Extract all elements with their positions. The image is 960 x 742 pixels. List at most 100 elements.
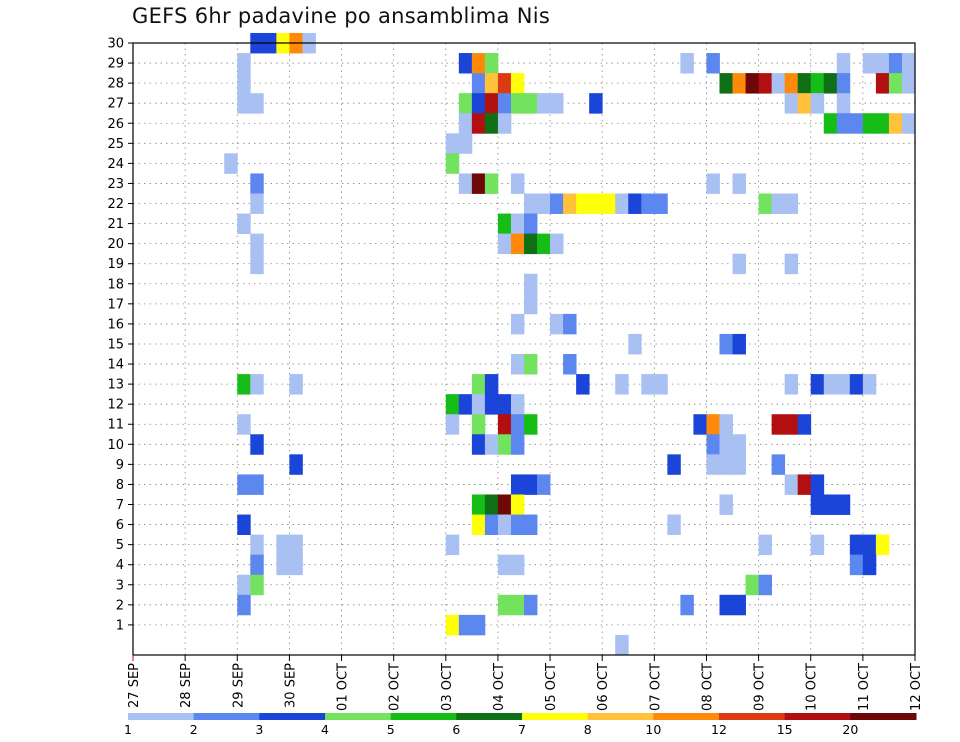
heatmap-cell: [589, 93, 603, 114]
heatmap-cell: [524, 233, 538, 255]
heatmap-cell: [289, 454, 303, 475]
heatmap-cell: [823, 494, 838, 515]
heatmap-cell: [484, 93, 499, 114]
legend-swatch: [784, 713, 851, 720]
heatmap-cell: [823, 113, 838, 134]
heatmap-cell: [719, 333, 733, 355]
x-tick-label: 11 OCT: [857, 663, 872, 711]
legend-swatch: [522, 713, 589, 720]
heatmap-cell: [654, 374, 668, 395]
legend-swatch: [653, 713, 720, 720]
heatmap-cell: [797, 414, 812, 435]
heatmap-cell: [537, 193, 551, 214]
heatmap-cell: [771, 193, 786, 214]
heatmap-cell: [771, 454, 786, 475]
heatmap-cell: [719, 494, 733, 515]
heatmap-cell: [510, 73, 525, 94]
heatmap-cell: [484, 73, 499, 94]
heatmap-cell: [237, 474, 251, 495]
heatmap-cell: [471, 394, 486, 415]
heatmap-cell: [732, 333, 746, 355]
legend-label: 7: [518, 722, 526, 737]
heatmap-cell: [836, 494, 851, 515]
heatmap-cell: [706, 173, 720, 194]
heatmap-cell: [758, 73, 773, 94]
heatmap-cell: [810, 474, 825, 495]
legend-label: 6: [452, 722, 460, 737]
heatmap-cell: [250, 574, 264, 596]
x-tick-label: 05 OCT: [544, 663, 559, 711]
heatmap-cell: [510, 354, 525, 375]
color-legend: 1 2 3 4 5 6 7 8 10 12 15 20: [124, 713, 917, 737]
heatmap-cell: [497, 233, 512, 255]
heatmap-cell: [693, 414, 707, 435]
legend-label: 15: [777, 722, 793, 737]
heatmap-cell: [784, 73, 799, 94]
y-tick-label: 11: [107, 418, 124, 433]
heatmap-cell: [771, 414, 786, 435]
x-tick-label: 09 OCT: [753, 663, 768, 711]
heatmap-cell: [758, 193, 773, 214]
x-tick-label: 04 OCT: [492, 663, 507, 711]
x-tick-label: 12 OCT: [909, 663, 924, 711]
legend-label: 2: [190, 722, 198, 737]
heatmap-cell: [510, 93, 525, 114]
x-tick-label: 07 OCT: [648, 663, 663, 711]
legend-swatch: [456, 713, 523, 720]
y-tick-label: 13: [107, 378, 124, 393]
heatmap-cell: [471, 494, 486, 515]
heatmap-cell: [484, 494, 499, 515]
heatmap-cell: [745, 73, 759, 94]
heatmap-cell: [784, 414, 799, 435]
heatmap-cell: [250, 474, 264, 495]
heatmap-cell: [445, 153, 460, 174]
y-tick-label: 20: [107, 237, 124, 252]
heatmap-cell: [250, 193, 264, 214]
heatmap-cell: [471, 73, 486, 94]
legend-swatch: [719, 713, 786, 720]
y-tick-label: 15: [107, 337, 124, 352]
heatmap-cell: [250, 534, 264, 556]
heatmap-cell: [706, 53, 720, 74]
legend-swatch: [390, 713, 457, 720]
heatmap-cell: [810, 73, 825, 94]
heatmap-cell: [510, 594, 525, 616]
heatmap-cell: [250, 253, 264, 275]
heatmap-cell: [862, 113, 877, 134]
heatmap-cell: [471, 374, 486, 395]
y-axis: 1234567891011121314151617181920212223242…: [107, 37, 133, 633]
heatmap-cell: [550, 93, 564, 114]
heatmap-cell: [524, 293, 538, 315]
x-axis: 27 SEP 28 SEP 29 SEP 30 SEP 01 OCT 02 OCT 03 O…: [127, 655, 924, 711]
heatmap-cell: [237, 73, 251, 94]
heatmap-cell: [862, 53, 877, 74]
heatmap-cell: [563, 354, 577, 375]
y-tick-label: 26: [107, 117, 124, 132]
heatmap-cell: [888, 53, 903, 74]
heatmap-cell: [497, 213, 512, 235]
heatmap-cell: [810, 534, 825, 556]
heatmap-cell: [497, 73, 512, 94]
heatmap-cell: [836, 73, 851, 94]
y-tick-label: 16: [107, 317, 124, 332]
heatmap-cell: [484, 173, 499, 194]
heatmap-cell: [589, 193, 603, 214]
heatmap-cell: [484, 53, 499, 74]
heatmap-cell: [276, 534, 290, 556]
y-tick-label: 14: [107, 358, 124, 373]
heatmap-cell: [862, 534, 877, 556]
heatmap-cell: [745, 574, 759, 596]
heatmap-cell: [784, 374, 799, 395]
heatmap-cell: [576, 193, 590, 214]
heatmap-cell: [797, 474, 812, 495]
heatmap-cell: [458, 53, 473, 74]
heatmap-cell: [732, 594, 746, 616]
heatmap-cell: [576, 374, 590, 395]
heatmap-cell: [797, 73, 812, 94]
legend-swatch: [325, 713, 392, 720]
x-tick-label: 02 OCT: [388, 663, 403, 711]
heatmap-cell: [458, 394, 473, 415]
y-tick-label: 4: [116, 558, 124, 573]
heatmap-cell: [250, 233, 264, 255]
heatmap-cell: [550, 313, 564, 335]
